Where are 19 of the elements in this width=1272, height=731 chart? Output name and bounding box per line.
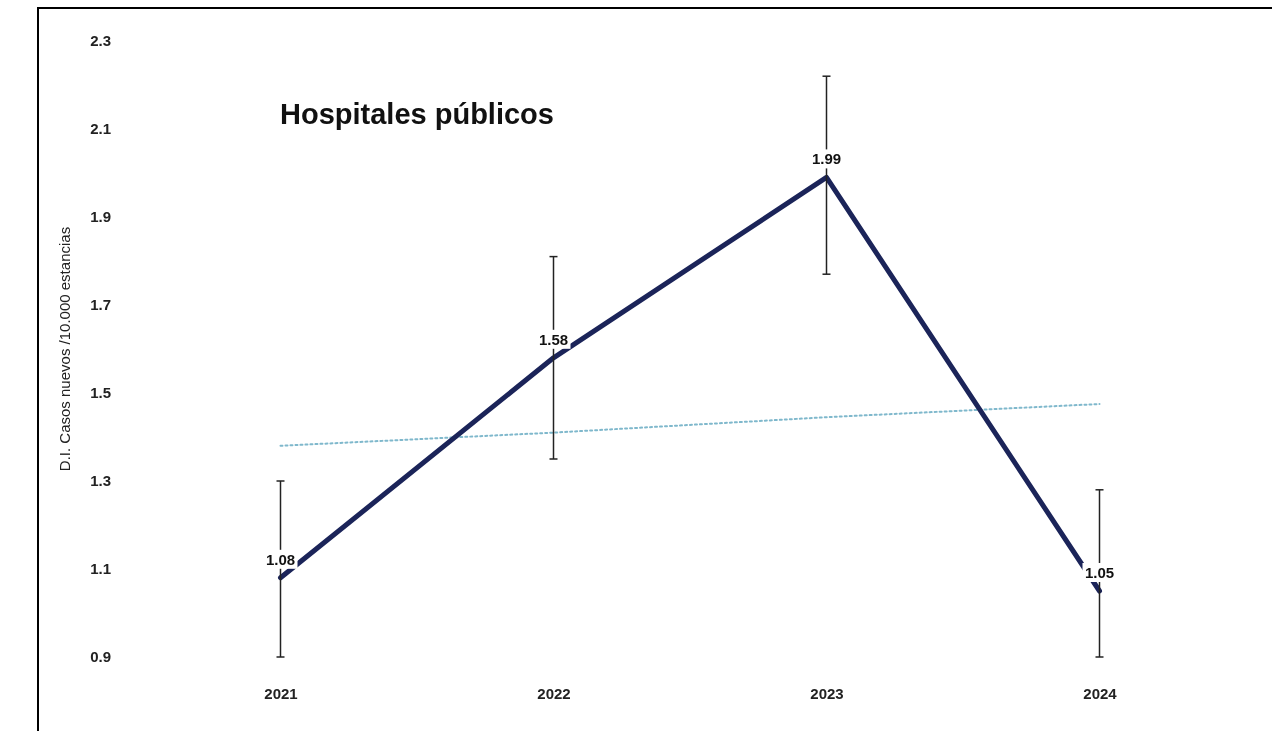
y-tick-label: 2.1 xyxy=(90,120,111,138)
data-label: 1.99 xyxy=(811,150,842,168)
x-tick-label: 2023 xyxy=(810,684,844,702)
y-tick-label: 1.3 xyxy=(90,472,111,490)
y-tick-label: 1.5 xyxy=(90,384,111,402)
x-tick-label: 2021 xyxy=(264,684,298,702)
data-label: 1.58 xyxy=(538,330,569,348)
x-tick-label: 2022 xyxy=(537,684,571,702)
data-label: 1.08 xyxy=(265,550,296,568)
y-tick-label: 0.9 xyxy=(90,648,111,666)
line-series xyxy=(279,403,1101,447)
y-tick-label: 2.3 xyxy=(90,32,111,50)
y-tick-label: 1.9 xyxy=(90,208,111,226)
text: Hospitales públicos xyxy=(280,98,554,130)
y-tick-label: 1.7 xyxy=(90,296,111,314)
y-tick-label: 1.1 xyxy=(90,560,111,578)
x-tick-label: 2024 xyxy=(1083,684,1118,702)
y-axis-title: D.I. Casos nuevos /10.000 estancias xyxy=(56,226,73,472)
data-label: 1.05 xyxy=(1084,564,1115,581)
